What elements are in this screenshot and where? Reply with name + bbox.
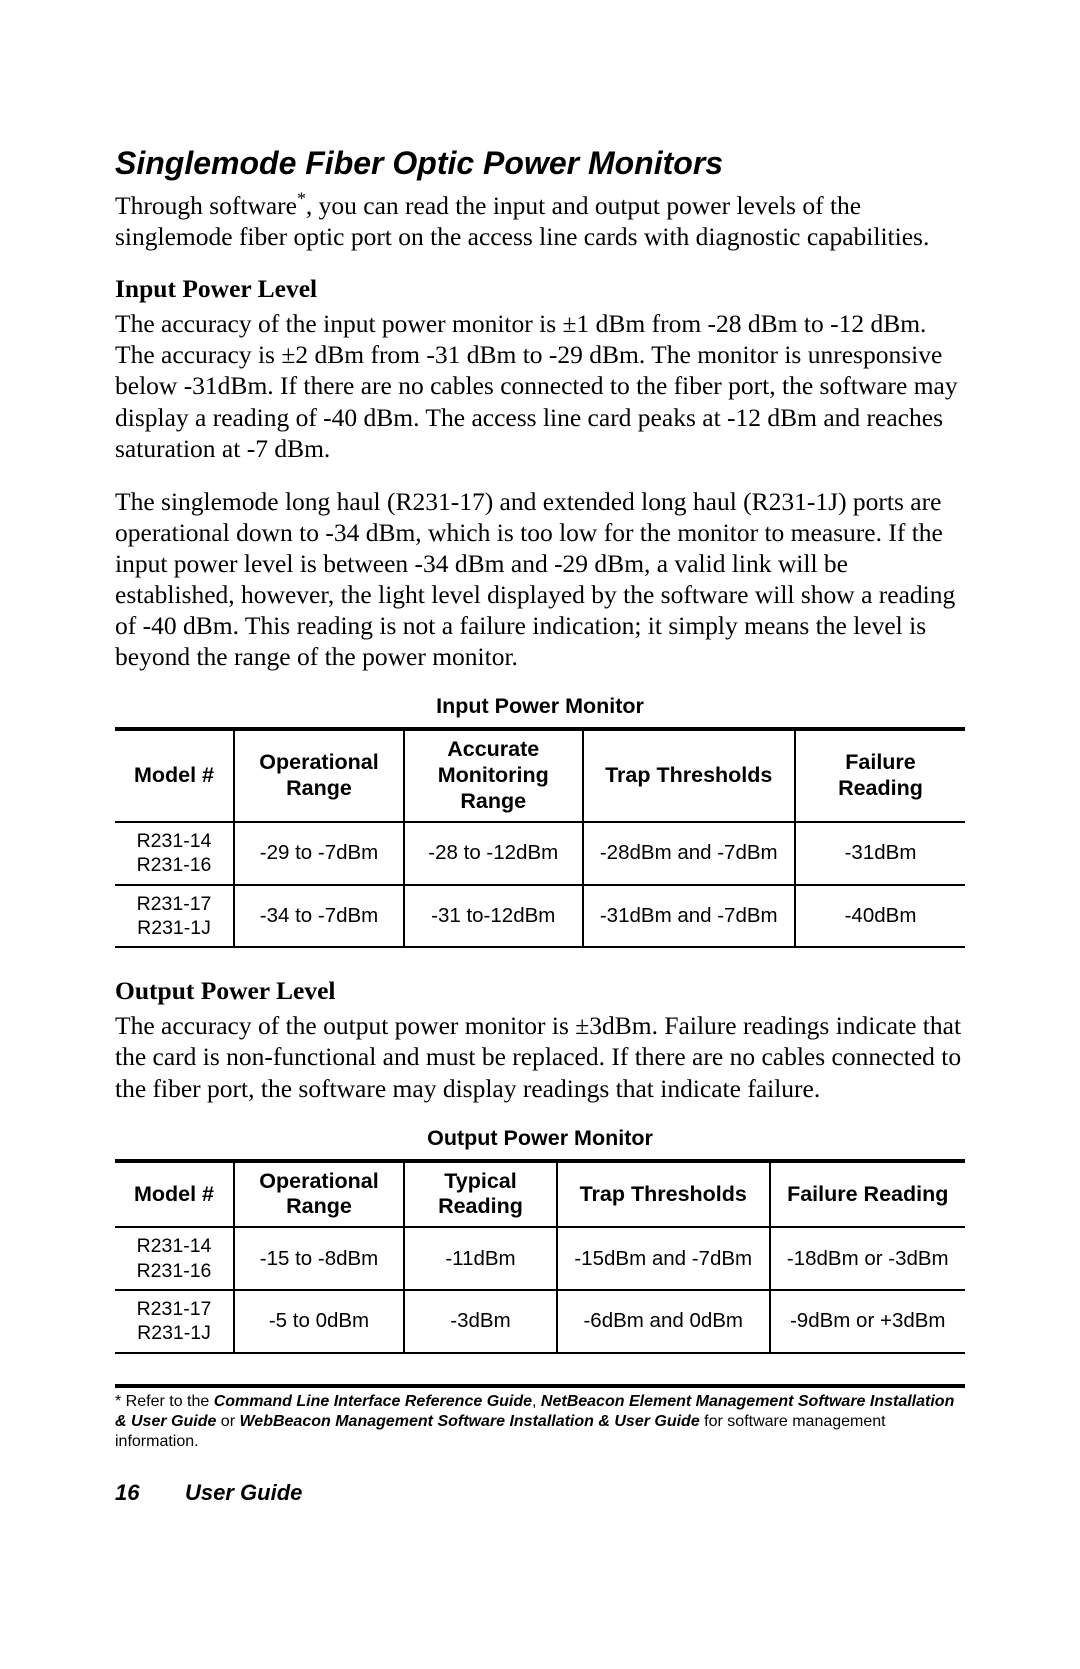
col-typical: TypicalReading [404,1161,557,1228]
cell-acc-range: -31 to-12dBm [404,885,583,948]
cell-trap: -31dBm and -7dBm [583,885,796,948]
cell-trap: -28dBm and -7dBm [583,822,796,885]
input-paragraph-1: The accuracy of the input power monitor … [115,308,965,464]
table-header-row: Model # OperationalRange AccurateMonitor… [115,729,965,821]
cell-acc-range: -28 to -12dBm [404,822,583,885]
page: Singlemode Fiber Optic Power Monitors Th… [0,0,1080,1669]
table-row: R231-14R231-16 -15 to -8dBm -11dBm -15dB… [115,1227,965,1290]
cell-trap: -6dBm and 0dBm [557,1290,770,1353]
cell-op-range: -15 to -8dBm [234,1227,404,1290]
intro-paragraph: Through software*, you can read the inpu… [115,190,965,252]
cell-failure: -18dBm or -3dBm [770,1227,966,1290]
page-footer: 16User Guide [115,1480,965,1506]
table-row: R231-17R231-1J -34 to -7dBm -31 to-12dBm… [115,885,965,948]
col-op-range: OperationalRange [234,729,404,821]
cell-typical: -11dBm [404,1227,557,1290]
table-row: R231-14R231-16 -29 to -7dBm -28 to -12dB… [115,822,965,885]
cell-failure: -40dBm [795,885,965,948]
footnote-marker: * [297,189,306,209]
cell-failure: -31dBm [795,822,965,885]
col-trap: Trap Thresholds [583,729,796,821]
cell-typical: -3dBm [404,1290,557,1353]
input-power-table: Model # OperationalRange AccurateMonitor… [115,727,965,948]
input-table-title: Input Power Monitor [115,694,965,719]
cell-model: R231-17R231-1J [115,885,234,948]
col-failure: Failure Reading [770,1161,966,1228]
table-row: R231-17R231-1J -5 to 0dBm -3dBm -6dBm an… [115,1290,965,1353]
footer-label: User Guide [185,1480,302,1505]
output-power-table: Model # OperationalRange TypicalReading … [115,1159,965,1354]
col-model: Model # [115,1161,234,1228]
output-heading: Output Power Level [115,976,965,1006]
cell-model: R231-14R231-16 [115,822,234,885]
cell-op-range: -5 to 0dBm [234,1290,404,1353]
footnote-rule [115,1384,965,1388]
cell-op-range: -34 to -7dBm [234,885,404,948]
col-op-range: OperationalRange [234,1161,404,1228]
input-paragraph-2: The singlemode long haul (R231-17) and e… [115,486,965,673]
col-failure: Failure Reading [795,729,965,821]
output-paragraph: The accuracy of the output power monitor… [115,1010,965,1103]
input-heading: Input Power Level [115,274,965,304]
col-acc-range: AccurateMonitoringRange [404,729,583,821]
section-title: Singlemode Fiber Optic Power Monitors [115,145,965,182]
output-table-title: Output Power Monitor [115,1126,965,1151]
cell-failure: -9dBm or +3dBm [770,1290,966,1353]
cell-trap: -15dBm and -7dBm [557,1227,770,1290]
page-number: 16 [115,1480,185,1506]
cell-model: R231-14R231-16 [115,1227,234,1290]
table-header-row: Model # OperationalRange TypicalReading … [115,1161,965,1228]
footnote-text: * Refer to the Command Line Interface Re… [115,1392,965,1452]
cell-model: R231-17R231-1J [115,1290,234,1353]
col-model: Model # [115,729,234,821]
cell-op-range: -29 to -7dBm [234,822,404,885]
col-trap: Trap Thresholds [557,1161,770,1228]
